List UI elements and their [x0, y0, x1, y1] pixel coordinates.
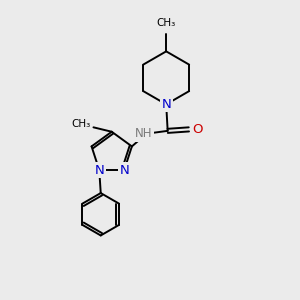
Text: CH₃: CH₃ [157, 18, 176, 28]
Text: N: N [94, 164, 104, 177]
Text: NH: NH [135, 127, 153, 140]
Text: O: O [192, 123, 202, 136]
Text: N: N [161, 98, 171, 111]
Text: CH₃: CH₃ [71, 119, 91, 129]
Text: N: N [119, 164, 129, 177]
